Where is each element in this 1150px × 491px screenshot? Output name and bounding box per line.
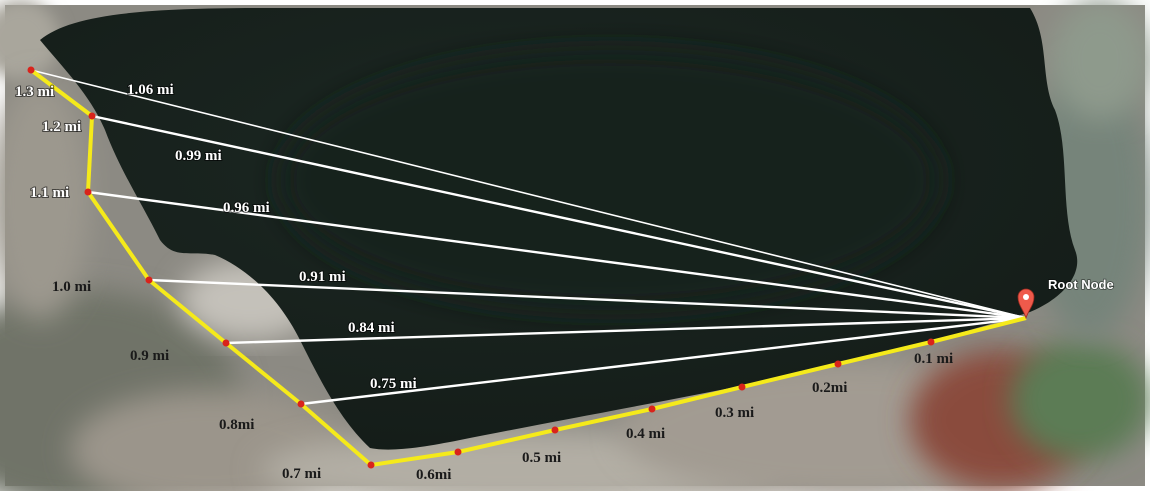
link-line (225, 316, 1027, 345)
path-label-0.5: 0.5 mi (522, 450, 561, 466)
path-node[interactable] (145, 276, 153, 284)
link-line (148, 278, 1027, 320)
path-node[interactable] (27, 66, 35, 74)
path-node[interactable] (738, 383, 746, 391)
link-line (30, 69, 1027, 319)
link-label-0.99: 0.99 mi (175, 148, 222, 164)
path-nodes (27, 66, 935, 469)
path-label-1.0: 1.0 mi (52, 279, 91, 295)
path-label-1.3: 1.3 mi (15, 84, 54, 100)
path-label-0.2: 0.2mi (812, 380, 847, 396)
pin-dot-icon (1023, 294, 1029, 300)
path-label-0.6: 0.6mi (416, 467, 451, 483)
path-label-0.7: 0.7 mi (282, 466, 321, 482)
link-label-0.96: 0.96 mi (223, 200, 270, 216)
path-label-0.1: 0.1 mi (914, 351, 953, 367)
link-line (300, 316, 1027, 406)
link-line (87, 190, 1027, 320)
root-node-label: Root Node (1048, 277, 1114, 292)
root-node-marker[interactable] (1017, 288, 1035, 320)
path-label-0.9: 0.9 mi (130, 348, 169, 364)
path-node[interactable] (551, 426, 559, 434)
link-label-0.84: 0.84 mi (348, 320, 395, 336)
water-body (40, 8, 1078, 450)
link-line (91, 114, 1027, 320)
path-node[interactable] (222, 339, 230, 347)
path-label-1.2: 1.2 mi (42, 119, 81, 135)
path-node[interactable] (297, 400, 305, 408)
path-node[interactable] (84, 188, 92, 196)
link-distance-labels: 1.06 mi 0.99 mi 0.96 mi 0.91 mi 0.84 mi … (126, 81, 418, 393)
path-node[interactable] (927, 338, 935, 346)
link-label-1.06: 1.06 mi (127, 82, 174, 98)
link-label-0.91: 0.91 mi (299, 269, 346, 285)
path-label-1.1: 1.1 mi (30, 185, 69, 201)
path-node[interactable] (367, 461, 375, 469)
path-label-0.4: 0.4 mi (626, 426, 665, 442)
shoreline-path (29, 68, 1027, 467)
link-label-0.75: 0.75 mi (370, 376, 417, 392)
path-label-0.3: 0.3 mi (715, 405, 754, 421)
path-node[interactable] (834, 360, 842, 368)
location-pin-icon (1017, 288, 1035, 320)
path-node[interactable] (88, 112, 96, 120)
path-node[interactable] (648, 405, 656, 413)
path-label-0.8: 0.8mi (219, 417, 254, 433)
link-lines (30, 69, 1027, 406)
path-node[interactable] (454, 448, 462, 456)
path-distance-labels: 0.1 mi 0.2mi 0.3 mi 0.4 mi 0.5 mi 0.6mi … (14, 83, 953, 483)
